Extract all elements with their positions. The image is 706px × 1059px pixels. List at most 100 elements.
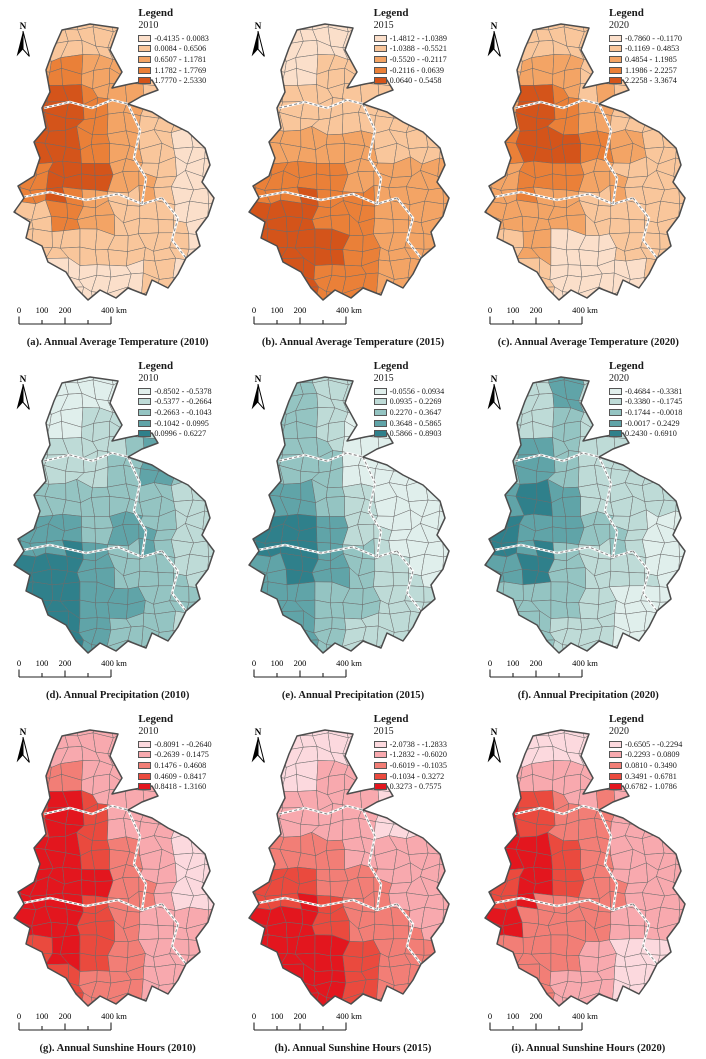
county-region	[79, 246, 98, 266]
county-region	[484, 919, 489, 939]
county-region	[656, 452, 676, 471]
county-region	[440, 613, 450, 628]
svg-text:200: 200	[59, 1011, 72, 1021]
legend-items: -1.4812 - -1.0389 -1.0388 - -0.5521 -0.552…	[373, 34, 469, 86]
county-region	[408, 981, 428, 1000]
county-region	[484, 187, 493, 207]
county-region	[253, 625, 271, 649]
county-region	[157, 572, 174, 587]
legend-swatch	[373, 783, 387, 791]
county-region	[184, 645, 210, 653]
county-region	[316, 526, 332, 544]
county-region	[281, 276, 304, 289]
svg-text:100: 100	[36, 305, 49, 315]
legend-swatch	[138, 419, 152, 427]
panel-caption: (c). Annual Average Temperature (2020)	[497, 337, 679, 348]
county-region	[249, 566, 254, 586]
county-region	[253, 272, 271, 296]
county-region	[79, 992, 95, 1006]
legend-item: -0.7860 - -0.1170	[608, 34, 704, 43]
county-region	[391, 288, 412, 300]
county-region	[158, 455, 177, 473]
region-outer-boundary	[13, 376, 215, 654]
county-region	[14, 98, 37, 120]
county-region	[249, 100, 252, 120]
county-region	[514, 377, 539, 383]
county-region	[95, 602, 110, 619]
county-region	[420, 612, 442, 630]
county-region	[138, 923, 159, 941]
county-region	[440, 260, 450, 275]
county-region	[411, 452, 426, 473]
county-region	[486, 833, 505, 849]
county-region	[675, 821, 685, 840]
county-region	[393, 455, 413, 473]
legend-range-label: -0.1042 - 0.0995	[154, 418, 209, 428]
county-region	[205, 996, 214, 1006]
panel-caption: (e). Annual Precipitation (2015)	[281, 690, 425, 701]
legend-item: -0.2116 - 0.0639	[373, 66, 469, 75]
county-region	[486, 820, 505, 835]
county-region	[13, 187, 22, 207]
county-region	[252, 422, 273, 442]
legend-year: 2015	[373, 373, 394, 385]
svg-text:400 km: 400 km	[101, 305, 127, 315]
county-region	[269, 964, 283, 987]
county-region	[678, 184, 685, 205]
county-region	[342, 464, 362, 488]
county-region	[13, 936, 20, 958]
county-region	[549, 639, 566, 653]
county-region	[440, 996, 450, 1006]
panel-caption: (f). Annual Precipitation (2020)	[517, 690, 659, 701]
legend-item: 1.7770 - 2.5330	[138, 76, 233, 85]
county-region	[656, 805, 676, 824]
county-region	[252, 775, 273, 795]
county-region	[505, 55, 523, 73]
county-region	[184, 273, 206, 295]
county-region	[17, 272, 36, 296]
county-region	[15, 467, 34, 482]
county-region	[440, 485, 450, 502]
county-region	[440, 626, 450, 648]
county-region	[13, 625, 21, 647]
svg-text:100: 100	[506, 658, 519, 668]
legend-item: 0.0996 - 0.6227	[138, 429, 233, 438]
legend-swatch	[138, 740, 152, 748]
county-region	[14, 87, 37, 103]
legend-item: 0.0084 - 0.6506	[138, 44, 233, 53]
county-region	[249, 272, 256, 294]
county-region	[549, 992, 566, 1006]
county-region	[254, 248, 274, 266]
county-region	[440, 273, 450, 295]
county-region	[249, 127, 254, 149]
county-region	[15, 480, 34, 496]
county-region	[484, 566, 489, 586]
county-region	[81, 163, 96, 176]
county-region	[628, 455, 648, 473]
county-region	[95, 955, 110, 972]
county-region	[674, 452, 685, 470]
county-region	[421, 115, 445, 134]
county-region	[91, 496, 110, 517]
county-region	[95, 249, 110, 266]
county-region	[314, 286, 330, 300]
county-region	[184, 998, 210, 1006]
legend-item: -2.0738 - -1.2833	[373, 740, 469, 749]
county-region	[504, 750, 523, 768]
legend-swatch	[373, 740, 387, 748]
legend-range-label: 0.0640 - 0.5458	[389, 76, 442, 86]
county-region	[442, 537, 450, 558]
svg-text:N: N	[490, 22, 497, 32]
county-region	[490, 954, 509, 972]
legend-item: 1.1986 - 2.2257	[608, 66, 704, 75]
legend-swatch	[373, 408, 387, 416]
county-region	[655, 645, 681, 653]
county-region	[550, 599, 569, 619]
county-region	[170, 645, 195, 653]
county-region	[252, 847, 270, 871]
county-region	[484, 936, 491, 958]
county-region	[490, 264, 509, 281]
map-panel-f: N Legend 2020 -0.4684 - -0.3381 -0.3380 -…	[470, 353, 706, 706]
county-region	[17, 494, 34, 518]
legend-range-label: -0.4684 - -0.3381	[624, 386, 683, 396]
